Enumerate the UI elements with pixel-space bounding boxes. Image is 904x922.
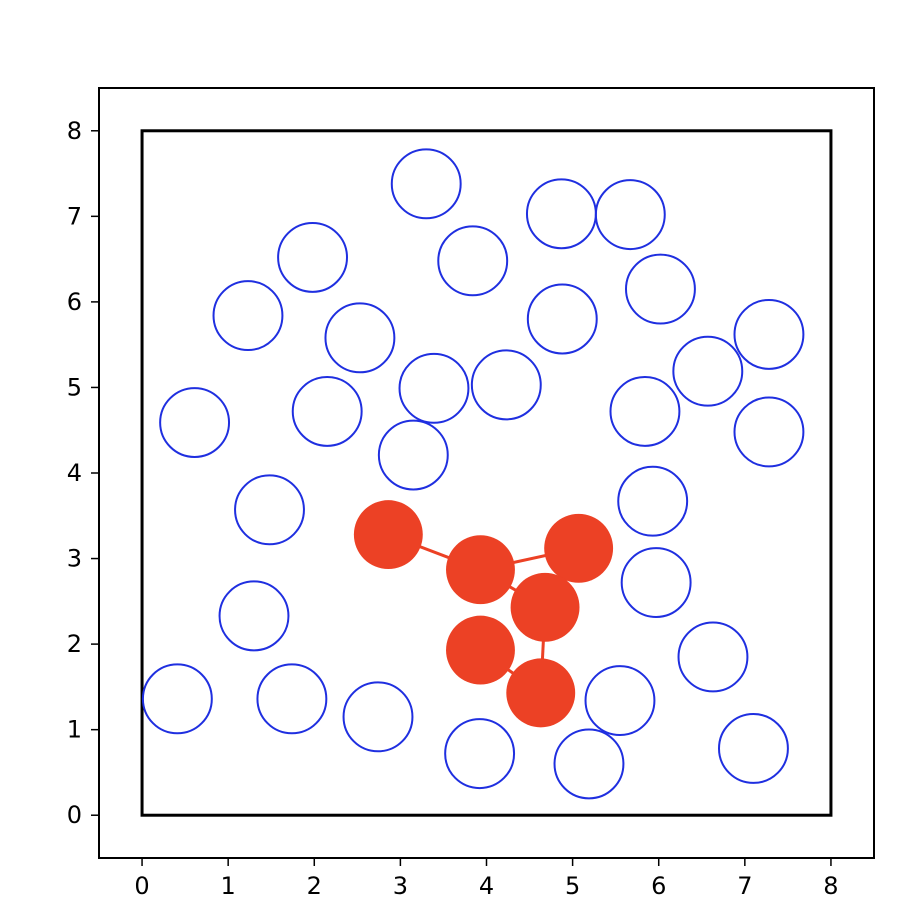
filled-particle (446, 615, 515, 685)
x-tick-label: 8 (823, 872, 838, 900)
hollow-particle (620, 547, 692, 618)
hollow-particle (672, 335, 744, 407)
hollow-particle (677, 621, 749, 693)
y-tick-label: 2 (67, 630, 82, 658)
filled-particle (446, 535, 515, 605)
x-tick-label: 7 (737, 872, 752, 900)
x-tick-label: 1 (221, 872, 236, 900)
hollow-particle (553, 728, 625, 800)
hollow-particle (234, 474, 305, 546)
hollow-particle (525, 178, 597, 250)
hollow-particle (159, 387, 231, 458)
hollow-particle (733, 396, 805, 468)
hollow-particle (398, 352, 470, 424)
hollow-particle (141, 663, 213, 735)
filled-particle (544, 513, 614, 583)
hollow-particle (342, 681, 414, 753)
hollow-particle (212, 280, 284, 352)
hollow-particle (218, 580, 290, 652)
hollow-particle (390, 148, 462, 220)
y-tick-label: 0 (67, 801, 82, 829)
y-tick-label: 1 (67, 716, 82, 744)
filled-particle (506, 658, 576, 728)
hollow-particle (617, 465, 689, 537)
hollow-particle (324, 302, 396, 374)
y-tick-label: 6 (67, 288, 82, 316)
hollow-particle (256, 663, 328, 735)
y-tick-label: 3 (67, 545, 82, 573)
x-tick-label: 5 (565, 872, 580, 900)
hollow-particle (470, 349, 542, 421)
filled-particle (510, 572, 580, 642)
x-tick-label: 2 (307, 872, 322, 900)
x-tick-label: 6 (651, 872, 666, 900)
x-tick-label: 0 (134, 872, 149, 900)
y-tick-label: 7 (67, 202, 82, 230)
hollow-particle (277, 221, 348, 293)
hollow-particle (584, 665, 656, 737)
boundary-box (140, 129, 833, 817)
filled-particle (353, 500, 423, 570)
hollow-particle (625, 253, 696, 325)
hollow-particle (377, 419, 449, 491)
hollow-particle (526, 283, 598, 355)
x-tick-label: 3 (393, 872, 408, 900)
hollow-particle (718, 713, 789, 784)
y-tick-label: 8 (67, 117, 82, 145)
axes-frame (98, 87, 875, 859)
hollow-particle (291, 375, 363, 447)
hollow-particle (437, 225, 509, 297)
y-tick-label: 5 (67, 373, 82, 401)
hollow-particle (594, 179, 666, 251)
x-tick-label: 4 (479, 872, 494, 900)
hollow-particle (733, 298, 805, 370)
hollow-particle (609, 375, 681, 447)
y-tick-label: 4 (67, 459, 82, 487)
hollow-particle (444, 718, 516, 790)
